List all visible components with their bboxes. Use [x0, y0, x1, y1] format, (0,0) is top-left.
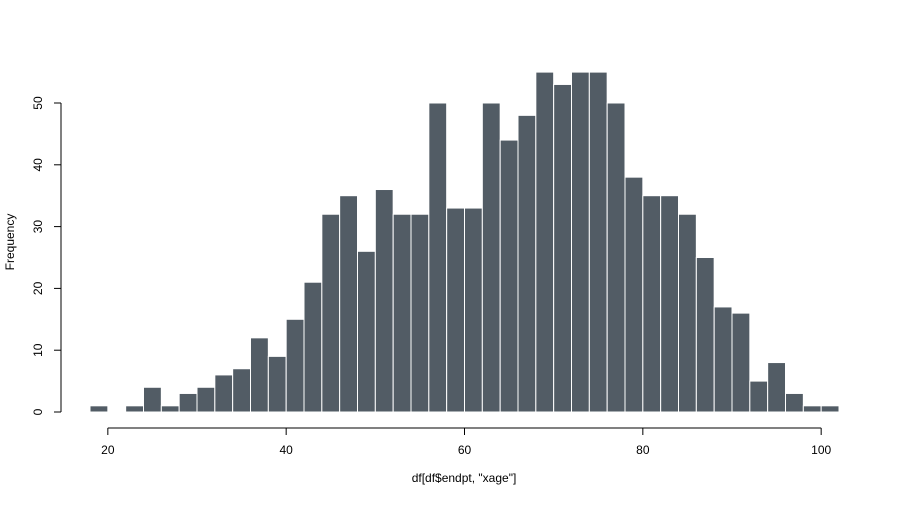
histogram-bar — [178, 392, 198, 413]
histogram-bar — [464, 207, 483, 413]
x-axis: 20 40 60 80 100 — [101, 427, 831, 457]
histogram-bar — [267, 355, 287, 413]
y-tick-label: 20 — [31, 281, 45, 295]
histogram-bar — [446, 207, 465, 413]
y-axis-title: Frequency — [3, 214, 17, 271]
histogram-bar — [374, 189, 394, 413]
histogram-bar — [481, 102, 501, 413]
histogram-bar — [785, 392, 804, 413]
x-tick-label: 40 — [279, 443, 293, 457]
histogram-bar — [642, 195, 662, 413]
histogram-bar — [303, 281, 323, 413]
histogram-bar — [678, 213, 697, 413]
histogram-bar — [749, 380, 769, 413]
bars-layer — [89, 71, 840, 413]
histogram-bar — [571, 71, 590, 413]
histogram-bar — [731, 312, 751, 413]
histogram-bar — [89, 405, 109, 413]
histogram-bar — [820, 405, 840, 413]
y-axis: 0 10 20 30 40 50 — [31, 96, 62, 415]
x-tick-label: 100 — [811, 443, 831, 457]
histogram-bar — [232, 368, 252, 413]
histogram-bar — [321, 213, 341, 413]
histogram-bar — [553, 83, 573, 413]
histogram-bar — [713, 306, 733, 413]
histogram-bar — [695, 257, 715, 413]
histogram-bar — [250, 337, 269, 413]
histogram-bar — [499, 139, 519, 413]
histogram-bar — [410, 213, 430, 413]
y-tick-label: 30 — [31, 220, 45, 234]
histogram-bar — [802, 405, 822, 413]
histogram-bar — [428, 102, 448, 413]
histogram-bar — [392, 213, 412, 413]
histogram-bar — [588, 71, 608, 413]
histogram-bar — [285, 318, 305, 413]
histogram-bar — [767, 362, 787, 413]
histogram-bar — [160, 405, 180, 413]
histogram-bar — [357, 250, 376, 413]
histogram-bar — [660, 195, 680, 413]
histogram-bar — [196, 386, 216, 413]
y-tick-label: 40 — [31, 158, 45, 172]
x-tick-label: 80 — [636, 443, 650, 457]
histogram-bar — [517, 114, 537, 413]
y-tick-label: 50 — [31, 96, 45, 110]
histogram-bar — [535, 71, 555, 413]
histogram-bar — [606, 102, 626, 413]
y-tick-label: 0 — [31, 408, 45, 415]
histogram-bar — [143, 386, 162, 413]
histogram-bar — [624, 176, 644, 413]
x-tick-label: 20 — [101, 443, 115, 457]
x-tick-label: 60 — [458, 443, 472, 457]
histogram-bar — [339, 195, 358, 413]
y-tick-label: 10 — [31, 343, 45, 357]
histogram-bar — [214, 374, 234, 413]
x-axis-title: df[df$endpt, "xage"] — [412, 471, 517, 485]
histogram-bar — [125, 405, 144, 413]
